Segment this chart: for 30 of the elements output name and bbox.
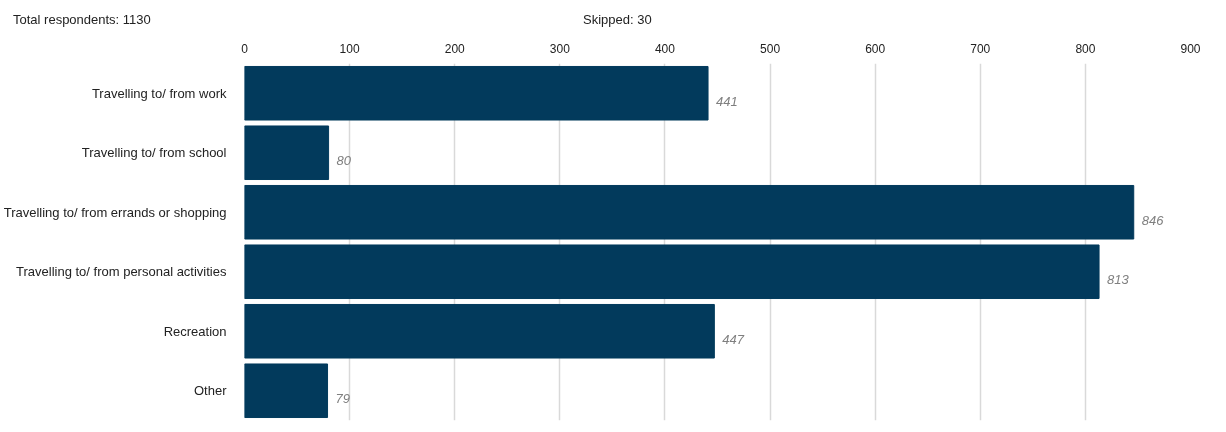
bar: [244, 363, 329, 419]
x-tick-label: 300: [549, 41, 571, 56]
data-label: 79: [335, 391, 351, 407]
x-tick-label: 400: [654, 41, 676, 56]
bar: [244, 244, 1100, 300]
data-label: 441: [716, 93, 738, 109]
x-tick-label: 700: [970, 41, 991, 56]
y-tick-label: Travelling to/ from personal activities: [16, 264, 227, 280]
x-tick-label: 200: [444, 41, 466, 56]
data-label: 447: [722, 331, 745, 347]
x-tick-label: 0: [241, 41, 249, 56]
y-tick-label: Travelling to/ from school: [81, 145, 227, 161]
x-tick-label: 800: [1075, 41, 1096, 56]
text: Total respondents: 1130: [13, 11, 151, 29]
y-tick-label: Recreation: [163, 323, 227, 339]
data-label: 813: [1107, 272, 1130, 288]
y-tick-label: Travelling to/ from errands or shopping: [3, 204, 227, 220]
y-tick-label: Other: [193, 383, 228, 399]
bar: [244, 303, 715, 359]
x-tick-label: 600: [865, 41, 886, 56]
bar: [244, 65, 709, 121]
data-label: 80: [336, 153, 352, 169]
x-tick-label: 100: [339, 41, 360, 56]
bar: [244, 125, 330, 181]
data-label: 846: [1141, 212, 1165, 228]
text: Skipped: 30: [583, 11, 652, 29]
x-tick-label: 900: [1180, 41, 1201, 56]
bar: [244, 184, 1135, 240]
y-tick-label: Travelling to/ from work: [91, 85, 227, 101]
x-tick-label: 500: [760, 41, 781, 56]
